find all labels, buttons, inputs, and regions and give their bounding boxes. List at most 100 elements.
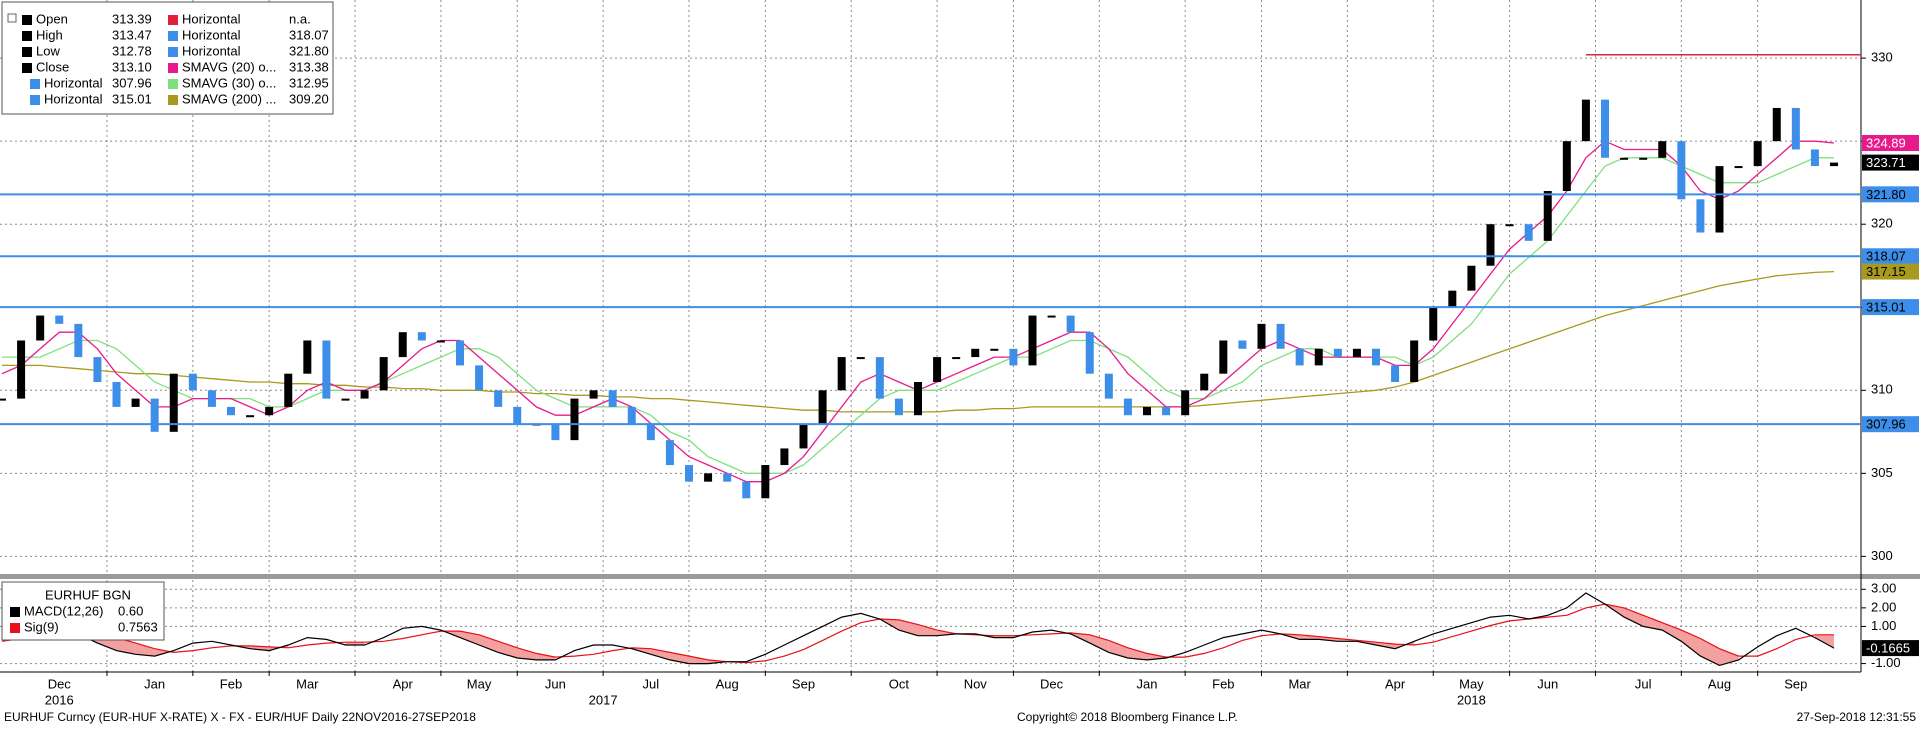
legend-swatch <box>168 95 178 105</box>
x-tick-label: Aug <box>716 676 739 691</box>
legend-name: Open <box>36 11 68 26</box>
panel-divider <box>0 574 1920 579</box>
candle <box>646 423 655 441</box>
candle <box>188 373 197 391</box>
x-tick-label: Mar <box>1288 676 1311 691</box>
x-tick-label: Nov <box>964 676 988 691</box>
y-tick-label: 320 <box>1871 216 1893 231</box>
legend-value: 312.95 <box>289 75 329 90</box>
legend-name: Horizontal <box>182 27 241 42</box>
x-tick-label: Sep <box>1784 676 1807 691</box>
candle <box>1810 149 1819 167</box>
legend-value: 0.60 <box>118 603 143 618</box>
macd-fill <box>669 652 689 664</box>
candle <box>742 481 751 499</box>
x-tick-label: May <box>1459 676 1484 691</box>
candle <box>1562 141 1571 191</box>
footer-left: EURHUF Curncy (EUR-HUF X-RATE) X - FX - … <box>4 710 476 724</box>
candle <box>1314 348 1323 366</box>
candle <box>1257 323 1266 349</box>
legend-swatch <box>22 15 32 25</box>
macd-fill <box>1700 638 1720 666</box>
candle <box>1524 224 1533 241</box>
candle <box>627 406 636 424</box>
legend-name: Low <box>36 43 60 58</box>
candle <box>513 406 522 424</box>
x-tick-label: Jul <box>1635 676 1652 691</box>
y-tick-label: 1.00 <box>1871 618 1896 633</box>
candle <box>1791 107 1800 150</box>
candle <box>417 332 426 341</box>
legend-swatch <box>30 95 40 105</box>
candle <box>360 390 369 399</box>
macd-line <box>1 592 1835 667</box>
candle <box>818 390 827 424</box>
macd-fill <box>1127 647 1147 660</box>
x-tick-label: Feb <box>220 676 242 691</box>
value-box-label: 324.89 <box>1866 135 1906 150</box>
macd-fill <box>689 656 709 664</box>
x-tick-label: Oct <box>889 676 910 691</box>
candle <box>55 315 64 324</box>
candle <box>723 473 732 482</box>
value-box <box>1862 299 1919 316</box>
footer-center: Copyright© 2018 Bloomberg Finance L.P. <box>1017 710 1238 724</box>
legend-collapse <box>7 13 17 23</box>
candle <box>589 390 598 399</box>
legend-name: High <box>36 27 63 42</box>
candle <box>1601 99 1609 158</box>
legend-value: 313.47 <box>112 27 152 42</box>
y-tick-label: 330 <box>1871 50 1893 65</box>
candle <box>1429 307 1438 341</box>
x-tick-label: Jan <box>144 676 165 691</box>
legend-value: n.a. <box>289 11 311 26</box>
footer-right: 27-Sep-2018 12:31:55 <box>1797 710 1917 724</box>
y-tick-label: 310 <box>1871 382 1893 397</box>
candle <box>1391 365 1400 382</box>
legend-value: 312.78 <box>112 43 152 58</box>
legend-swatch <box>10 623 20 633</box>
candle <box>875 357 884 399</box>
candle <box>475 365 484 391</box>
legend-swatch <box>168 31 178 41</box>
candle <box>894 398 903 416</box>
legend-swatch <box>168 63 178 73</box>
candle <box>436 340 445 343</box>
y-tick-label: 305 <box>1871 465 1893 480</box>
legend-value: 318.07 <box>289 27 329 42</box>
y-tick-label: 2.00 <box>1871 599 1896 614</box>
candle <box>1276 323 1285 349</box>
candle <box>322 340 331 399</box>
macd-fill <box>650 648 670 660</box>
candle <box>1200 373 1209 391</box>
value-box-label: 321.80 <box>1866 187 1906 202</box>
value-box-label: -0.1665 <box>1866 641 1910 656</box>
x-tick-label: Feb <box>1212 676 1234 691</box>
candle <box>1143 406 1151 416</box>
candle <box>93 357 102 382</box>
candle <box>1696 199 1705 233</box>
candle <box>1734 166 1743 169</box>
macd-fill <box>1719 648 1739 666</box>
legend-name: Horizontal <box>44 91 103 106</box>
candle <box>685 465 693 482</box>
macd-fill <box>918 624 938 636</box>
candle <box>608 390 617 407</box>
candle <box>665 440 674 466</box>
legend-swatch <box>22 31 32 41</box>
candle <box>1581 99 1590 142</box>
candle <box>1181 390 1190 416</box>
candle <box>131 398 140 407</box>
y-tick-label: -1.00 <box>1871 655 1901 670</box>
candle <box>303 340 312 374</box>
legend-name: Horizontal <box>182 43 241 58</box>
value-box-label: 323.71 <box>1866 155 1906 170</box>
legend-swatch <box>30 79 40 89</box>
candle <box>1830 162 1838 167</box>
candle <box>856 357 865 360</box>
legend-value: 0.7563 <box>118 619 158 634</box>
candle <box>1772 107 1781 142</box>
candle <box>1219 340 1228 374</box>
candle <box>1333 348 1342 358</box>
